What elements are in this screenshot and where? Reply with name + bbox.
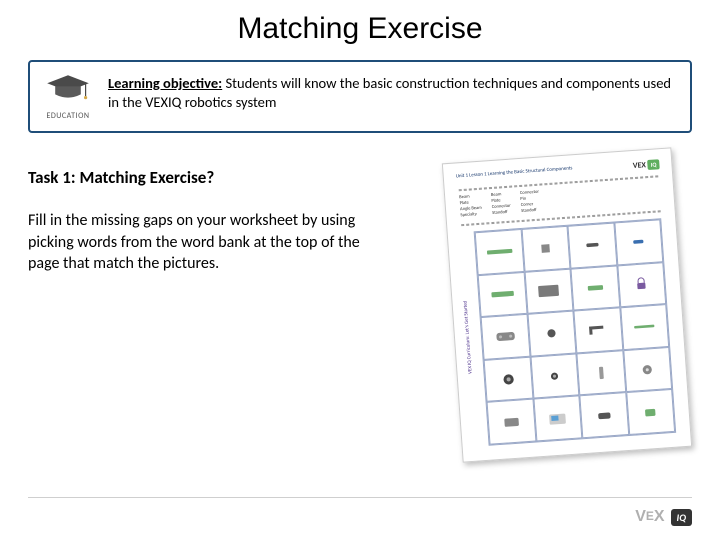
part-icon bbox=[492, 367, 525, 391]
part-icon bbox=[532, 279, 565, 303]
worksheet-cell bbox=[623, 347, 672, 393]
part-icon bbox=[582, 318, 615, 342]
part-icon bbox=[579, 276, 612, 300]
worksheet-cell bbox=[484, 357, 533, 403]
task-body: Fill in the missing gaps on your workshe… bbox=[28, 210, 388, 275]
iq-badge: IQ bbox=[671, 509, 692, 526]
part-icon bbox=[585, 361, 618, 385]
part-icon bbox=[489, 325, 522, 349]
part-icon bbox=[538, 364, 571, 388]
footer-divider bbox=[28, 497, 692, 498]
worksheet-column: Unit 1 Lesson 1 Learning the Basic Struc… bbox=[408, 163, 692, 463]
slide-title: Matching Exercise bbox=[28, 12, 692, 46]
worksheet-cell bbox=[576, 350, 625, 396]
education-label: EDUCATION bbox=[38, 111, 98, 121]
footer-logo: VEX IQ bbox=[635, 508, 692, 526]
worksheet-cell bbox=[579, 393, 628, 439]
part-icon bbox=[628, 315, 661, 339]
part-icon bbox=[622, 230, 655, 254]
worksheet-thumbnail: Unit 1 Lesson 1 Learning the Basic Struc… bbox=[442, 147, 692, 462]
worksheet-grid bbox=[474, 218, 677, 446]
worksheet-cell bbox=[521, 226, 570, 272]
worksheet-cell bbox=[617, 262, 666, 308]
education-icon: EDUCATION bbox=[38, 72, 98, 121]
worksheet-logo-badge: IQ bbox=[647, 159, 659, 170]
part-icon bbox=[529, 236, 562, 260]
worksheet-cell bbox=[533, 396, 582, 442]
worksheet-cell bbox=[567, 223, 616, 269]
content-area: Task 1: Matching Exercise? Fill in the m… bbox=[28, 163, 692, 463]
part-icon bbox=[634, 400, 667, 424]
worksheet-cell bbox=[573, 308, 622, 354]
objective-text: Learning objective: Students will know t… bbox=[108, 72, 678, 112]
task-heading: Task 1: Matching Exercise? bbox=[28, 167, 388, 188]
worksheet-wordbank: BeamPlateAngle BeamSpecialty BeamPlateCo… bbox=[453, 179, 667, 223]
part-icon bbox=[588, 403, 621, 427]
vex-logo-text: VEX bbox=[635, 508, 664, 526]
worksheet-logo-text: VEX bbox=[633, 160, 647, 171]
worksheet-cell bbox=[527, 311, 576, 357]
worksheet-cell bbox=[626, 389, 675, 435]
worksheet-logo: VEX IQ bbox=[633, 159, 660, 171]
part-icon bbox=[495, 410, 528, 434]
worksheet-cell bbox=[478, 272, 527, 318]
wordbank-item: Standoff bbox=[521, 208, 540, 214]
part-icon bbox=[625, 272, 658, 296]
worksheet-cell bbox=[614, 219, 663, 265]
part-icon bbox=[535, 321, 568, 345]
worksheet-cell bbox=[620, 304, 669, 350]
part-icon bbox=[486, 282, 519, 306]
learning-objective-box: EDUCATION Learning objective: Students w… bbox=[28, 60, 692, 133]
wordbank-item: Standoff bbox=[492, 210, 511, 216]
worksheet-cell bbox=[524, 268, 573, 314]
worksheet-cell bbox=[487, 399, 536, 445]
worksheet-cell bbox=[570, 265, 619, 311]
part-icon bbox=[631, 357, 664, 381]
part-icon bbox=[541, 406, 574, 430]
graduation-cap-icon bbox=[44, 72, 92, 104]
objective-lead: Learning objective: bbox=[108, 74, 222, 92]
wordbank-item: Specialty bbox=[460, 212, 482, 219]
worksheet-header-text: Unit 1 Lesson 1 Learning the Basic Struc… bbox=[456, 165, 573, 179]
worksheet-cell bbox=[530, 353, 579, 399]
task-column: Task 1: Matching Exercise? Fill in the m… bbox=[28, 163, 388, 275]
worksheet-cell bbox=[481, 314, 530, 360]
worksheet-cell bbox=[475, 229, 524, 275]
part-icon bbox=[483, 240, 516, 264]
part-icon bbox=[576, 233, 609, 257]
